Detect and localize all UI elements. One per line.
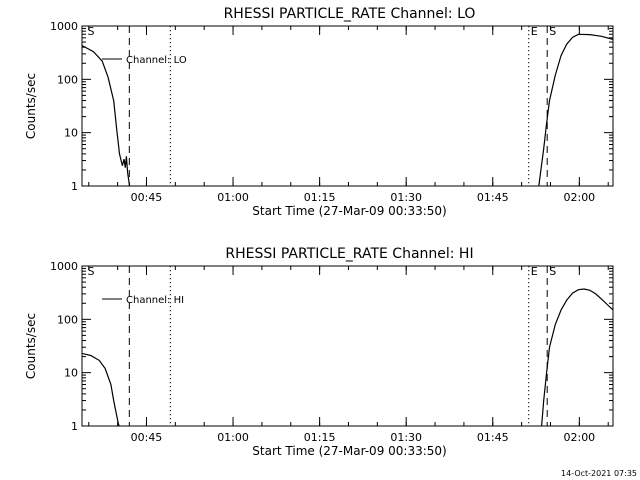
y-tick-label: 1 [71, 420, 78, 433]
plot-frame [81, 265, 614, 427]
y-tick-label: 10 [64, 127, 78, 140]
x-tick-label: 01:30 [390, 191, 422, 204]
marker-label: E [531, 25, 538, 38]
legend-label: Channel: HI [126, 295, 184, 306]
marker-label: E [531, 265, 538, 278]
marker-label: S [87, 265, 94, 278]
marker-label: S [549, 265, 556, 278]
x-tick-label: 01:15 [304, 191, 336, 204]
y-axis-label: Counts/sec [24, 73, 38, 139]
marker-label: S [87, 25, 94, 38]
x-tick-label: 01:30 [390, 431, 422, 444]
chart-title: RHESSI PARTICLE_RATE Channel: LO [224, 6, 476, 22]
x-tick-label: 02:00 [563, 191, 595, 204]
x-tick-label: 01:00 [217, 431, 249, 444]
plot-frame [81, 25, 614, 187]
x-tick-label: 01:45 [477, 191, 509, 204]
y-axis-label: Counts/sec [24, 313, 38, 379]
data-series-line [82, 44, 131, 186]
data-series-line [540, 288, 613, 426]
x-tick-label: 01:45 [477, 431, 509, 444]
data-series-line [538, 33, 613, 186]
x-tick-label: 00:45 [131, 191, 163, 204]
x-tick-label: 01:15 [304, 431, 336, 444]
x-axis-label: Start Time (27-Mar-09 00:33:50) [252, 444, 446, 458]
y-tick-label: 100 [57, 313, 78, 326]
panel-hi: RHESSI PARTICLE_RATE Channel: HI 1 10 100 10… [24, 246, 614, 458]
x-tick-label: 02:00 [563, 431, 595, 444]
x-tick-label: 01:00 [217, 191, 249, 204]
y-tick-label: 100 [57, 73, 78, 86]
x-axis-label: Start Time (27-Mar-09 00:33:50) [252, 204, 446, 218]
panel-lo: RHESSI PARTICLE_RATE Channel: LO 1 10 100 10… [24, 6, 614, 218]
y-tick-label: 10 [64, 367, 78, 380]
x-tick-label: 00:45 [131, 431, 163, 444]
data-series-line [82, 352, 120, 426]
y-tick-label: 1000 [50, 260, 78, 273]
timestamp-label: 14-Oct-2021 07:35 [561, 469, 637, 478]
legend-label: Channel: LO [126, 55, 187, 66]
marker-label: S [549, 25, 556, 38]
y-tick-label: 1000 [50, 20, 78, 33]
chart-title: RHESSI PARTICLE_RATE Channel: HI [225, 246, 473, 262]
y-tick-label: 1 [71, 180, 78, 193]
